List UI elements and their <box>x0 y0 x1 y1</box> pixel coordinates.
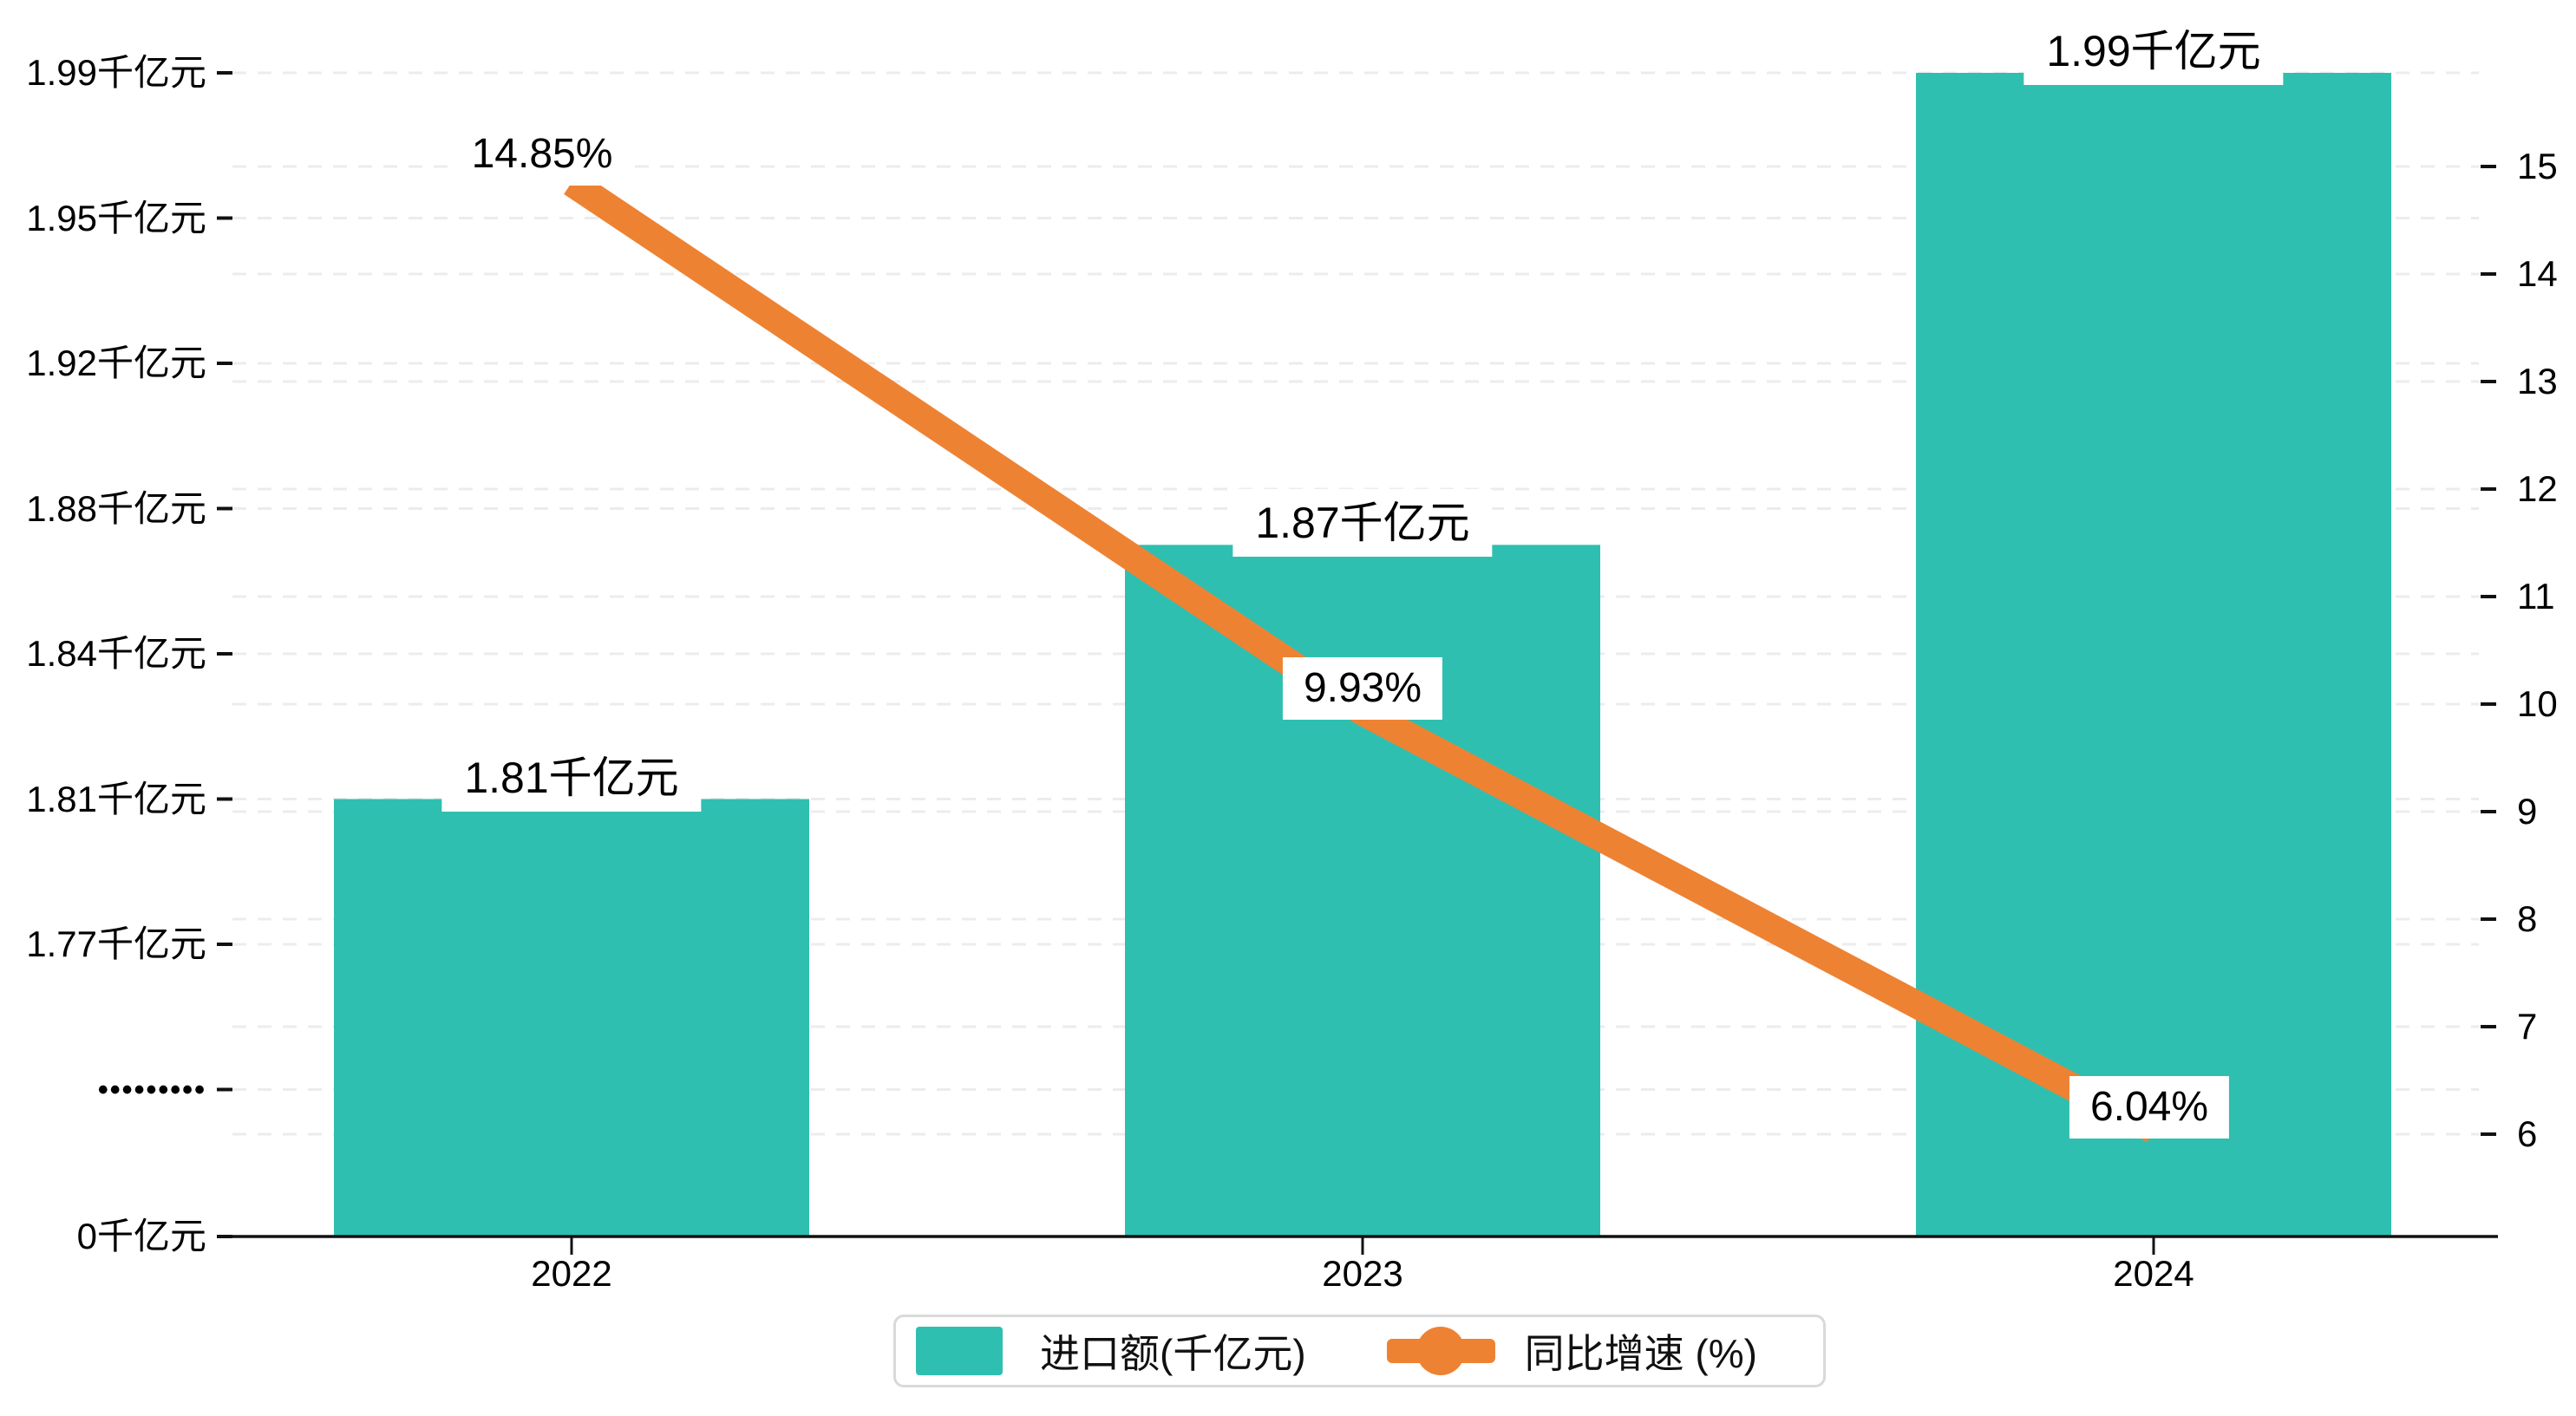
legend: 进口额(千亿元) 同比增速 (%) <box>893 1315 1826 1387</box>
left-axis-tick-label: 1.84千亿元 <box>26 633 206 674</box>
right-axis-tick-label: 13 <box>2517 361 2558 401</box>
left-axis-tick-label: 1.95千亿元 <box>26 197 206 238</box>
x-axis-label-2023: 2023 <box>1322 1253 1403 1294</box>
legend-line-marker-icon <box>1386 1327 1495 1375</box>
bar-value-label: 1.99千亿元 <box>2024 17 2284 85</box>
right-axis-tick-label: 15 <box>2517 146 2558 186</box>
right-axis-tick-label: 10 <box>2517 683 2558 724</box>
right-axis-tick-label: 7 <box>2517 1006 2538 1047</box>
left-axis-tick-label: 1.77千亿元 <box>26 923 206 964</box>
bar-value-label: 1.81千亿元 <box>441 743 702 812</box>
legend-item-growth[interactable]: 同比增速 (%) <box>1306 1322 1757 1380</box>
right-axis-tick-label: 9 <box>2517 791 2538 832</box>
growth-value-label: 6.04% <box>2069 1076 2230 1139</box>
right-axis-tick-label: 14 <box>2517 253 2558 294</box>
bar-value-label: 1.87千亿元 <box>1232 489 1493 558</box>
legend-item-import[interactable]: 进口额(千亿元) <box>916 1322 1306 1380</box>
legend-bar-swatch-icon <box>916 1327 1003 1375</box>
x-axis-label-2024: 2024 <box>2113 1253 2194 1294</box>
left-axis-break-label: ••••••••• <box>97 1073 206 1106</box>
growth-value-label: 9.93% <box>1282 656 1443 720</box>
left-axis-tick-label: 1.88千亿元 <box>26 487 206 529</box>
bar-2024 <box>1916 73 2391 1237</box>
left-axis-tick-label: 0千亿元 <box>76 1216 206 1256</box>
bar-2023 <box>1125 545 1600 1237</box>
legend-label: 同比增速 (%) <box>1524 1331 1757 1376</box>
x-axis-label-2022: 2022 <box>531 1253 612 1294</box>
left-axis-tick-label: 1.81千亿元 <box>26 778 206 819</box>
right-axis-tick-label: 8 <box>2517 898 2538 939</box>
bar-2022 <box>334 799 809 1237</box>
growth-value-label: 14.85% <box>450 122 634 186</box>
right-axis-tick-label: 12 <box>2517 468 2558 509</box>
legend-label: 进口额(千亿元) <box>1040 1331 1306 1376</box>
right-axis-tick-label: 6 <box>2517 1113 2538 1154</box>
left-axis-tick-label: 1.92千亿元 <box>26 343 206 383</box>
right-axis-tick-label: 11 <box>2517 576 2555 617</box>
left-axis-tick-label: 1.99千亿元 <box>26 52 206 93</box>
